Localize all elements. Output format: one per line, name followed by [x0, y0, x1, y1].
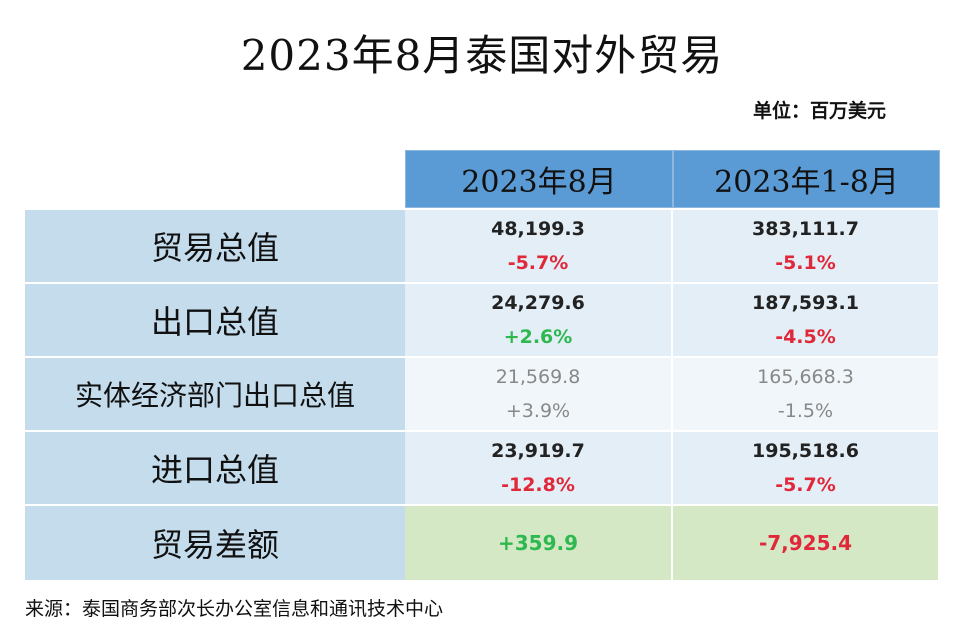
- change: +3.9%: [505, 400, 571, 422]
- column-header-august: 2023年8月: [405, 150, 673, 208]
- row-label-exports: 出口总值: [25, 284, 405, 358]
- cell-total-trade-august: 48,199.3 -5.7%: [405, 210, 673, 284]
- value: -7,925.4: [758, 531, 853, 555]
- cell-imports-ytd: 195,518.6 -5.7%: [673, 432, 940, 506]
- row-label-real-sector-exports: 实体经济部门出口总值: [25, 358, 405, 432]
- cell-total-trade-ytd: 383,111.7 -5.1%: [673, 210, 940, 284]
- row-label-imports: 进口总值: [25, 432, 405, 506]
- row-label-trade-balance: 贸易差额: [25, 506, 405, 582]
- change: -5.1%: [775, 252, 836, 274]
- change: +2.6%: [503, 326, 573, 348]
- cell-imports-august: 23,919.7 -12.8%: [405, 432, 673, 506]
- cell-exports-ytd: 187,593.1 -4.5%: [673, 284, 940, 358]
- value: 195,518.6: [752, 440, 859, 462]
- value: 21,569.8: [495, 366, 581, 388]
- value: 165,668.3: [757, 366, 854, 388]
- cell-real-sector-exports-ytd: 165,668.3 -1.5%: [673, 358, 940, 432]
- change: -5.7%: [775, 474, 836, 496]
- cell-trade-balance-ytd: -7,925.4: [673, 506, 940, 582]
- row-label-total-trade: 贸易总值: [25, 210, 405, 284]
- value: 48,199.3: [491, 218, 585, 240]
- change: -4.5%: [775, 326, 836, 348]
- value: 23,919.7: [491, 440, 585, 462]
- value: +359.9: [497, 531, 579, 555]
- change: -5.7%: [507, 252, 569, 274]
- value: 24,279.6: [491, 292, 585, 314]
- page-title: 2023年8月泰国对外贸易: [240, 31, 724, 80]
- cell-real-sector-exports-august: 21,569.8 +3.9%: [405, 358, 673, 432]
- change: -1.5%: [777, 400, 834, 422]
- trade-table: 2023年8月 2023年1-8月 贸易总值 48,199.3 -5.7% 38…: [25, 150, 940, 582]
- column-header-ytd: 2023年1-8月: [673, 150, 940, 208]
- unit-label: 单位：百万美元: [752, 100, 886, 122]
- source-note: 来源：泰国商务部次长办公室信息和通讯技术中心: [25, 598, 444, 620]
- value: 187,593.1: [752, 292, 859, 314]
- cell-exports-august: 24,279.6 +2.6%: [405, 284, 673, 358]
- cell-trade-balance-august: +359.9: [405, 506, 673, 582]
- change: -12.8%: [501, 474, 575, 496]
- value: 383,111.7: [752, 218, 859, 240]
